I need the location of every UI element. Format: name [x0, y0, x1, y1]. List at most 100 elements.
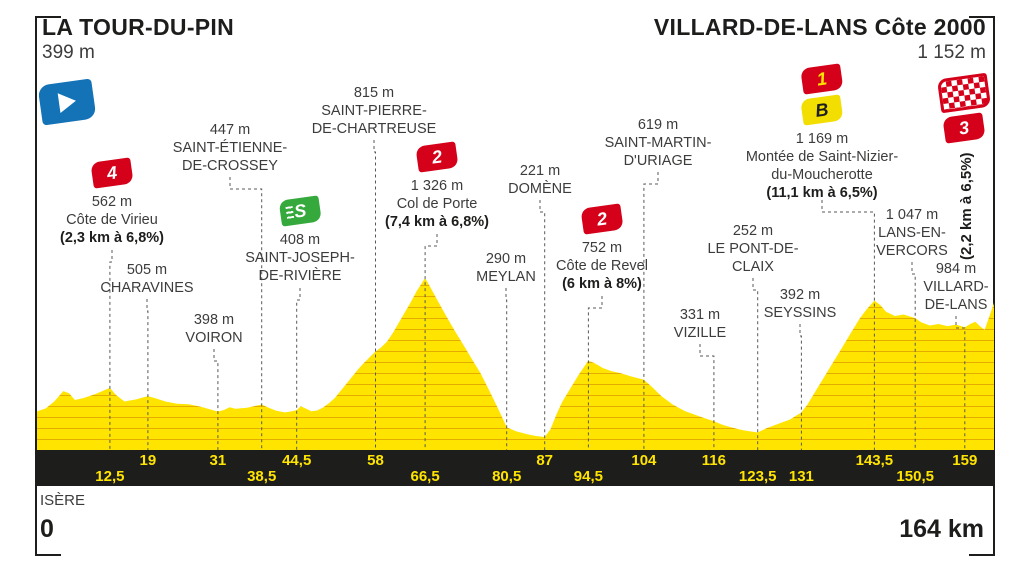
- waypoint-label: 392 m SEYSSINS: [764, 286, 837, 322]
- depart-flag-icon: [37, 78, 97, 126]
- frame-left-bottom-arm: [35, 554, 61, 556]
- waypoint-elevation: 408 m: [279, 232, 321, 248]
- km-tick-label: 12,5: [95, 468, 125, 485]
- waypoint-name: SAINT-JOSEPH-: [245, 250, 355, 266]
- leader-line: [296, 288, 301, 457]
- waypoint-badges: 2: [556, 203, 648, 235]
- waypoint-name: Côte de Virieu: [66, 212, 158, 228]
- leader-line: [799, 324, 802, 457]
- waypoint-name: Côte de Revel: [556, 258, 648, 274]
- category-2-badge: 2: [580, 203, 624, 235]
- km-tick-label: 159: [952, 452, 978, 469]
- leader-line: [424, 234, 438, 457]
- frame-right-vertical-line: [993, 16, 995, 556]
- region-label: ISÈRE: [40, 492, 86, 509]
- waypoint-name: VIZILLE: [673, 325, 727, 341]
- waypoint-elevation: 392 m: [779, 287, 821, 303]
- leader-line: [699, 344, 715, 457]
- waypoint-label: 984 m VILLARD- DE-LANS: [923, 260, 988, 314]
- waypoint-badges: S: [245, 195, 355, 227]
- waypoint-name: DE-CHARTREUSE: [311, 121, 437, 137]
- waypoint-label: 447 m SAINT-ÉTIENNE- DE-CROSSEY: [173, 121, 287, 175]
- leader-line: [539, 200, 546, 457]
- leader-line: [146, 299, 149, 457]
- waypoint-gradient: (7,4 km à 6,8%): [385, 214, 489, 230]
- waypoint-elevation: 752 m: [581, 240, 623, 256]
- frame-left-top-arm: [35, 16, 61, 18]
- leader-line: [373, 140, 376, 457]
- leader-line: [911, 262, 916, 457]
- waypoint-badges: 2: [385, 141, 489, 173]
- km-tick-label: 19: [139, 452, 157, 469]
- km-tick-label: 44,5: [282, 452, 312, 469]
- km-tick-label: 143,5: [855, 452, 894, 469]
- sprint-badge: S: [278, 195, 322, 227]
- waypoint-label: S 408 m SAINT-JOSEPH- DE-RIVIÈRE: [245, 195, 355, 285]
- frame-left-vertical-line: [35, 16, 37, 556]
- start-title: LA TOUR-DU-PIN: [42, 14, 235, 40]
- waypoint-name: Montée de Saint-Nizier-: [745, 149, 899, 165]
- finish-title: VILLARD-DE-LANS Côte 2000: [653, 14, 986, 40]
- waypoint-name: LE PONT-DE-: [707, 241, 799, 257]
- km-tick-label: 94,5: [573, 468, 603, 485]
- leader-line: [955, 316, 966, 457]
- waypoint-elevation: 1 169 m: [795, 131, 849, 147]
- category-2-badge: 2: [415, 141, 459, 173]
- waypoint-label: 398 m VOIRON: [185, 311, 242, 347]
- waypoint-elevation: 252 m: [732, 223, 774, 239]
- waypoint-name: MEYLAN: [476, 269, 536, 285]
- km-tick-label: 150,5: [896, 468, 934, 485]
- waypoint-elevation: 1 326 m: [410, 178, 464, 194]
- waypoint-elevation: 1 047 m: [885, 207, 939, 223]
- start-elevation: 399 m: [42, 42, 95, 63]
- waypoint-elevation: 619 m: [637, 117, 679, 133]
- waypoint-label: 290 m MEYLAN: [476, 250, 536, 286]
- km-tick-label: 87: [536, 452, 554, 469]
- waypoint-name: DE-LANS: [924, 297, 988, 313]
- km-tick-label: 131: [788, 468, 814, 485]
- waypoint-name: DE-RIVIÈRE: [258, 268, 342, 284]
- waypoint-name: DOMÈNE: [508, 181, 572, 197]
- waypoint-name: du-Moucherotte: [771, 167, 873, 183]
- waypoint-label: 815 m SAINT-PIERRE- DE-CHARTREUSE: [312, 84, 437, 138]
- finish-elevation: 1 152 m: [917, 42, 986, 63]
- frame-right-bottom-arm: [969, 554, 995, 556]
- km-tick-label: 116: [701, 452, 726, 469]
- km-tick-label: 38,5: [247, 468, 277, 485]
- waypoint-name: SAINT-PIERRE-: [321, 103, 427, 119]
- finish-badges: 3: [936, 72, 992, 144]
- km-tick-label: 66,5: [410, 468, 440, 485]
- km-bar: 12,5 19 31 38,5 44,5 58 66,5 80,5 87 94,5 104 116 12…: [37, 450, 994, 486]
- leader-line: [752, 278, 759, 457]
- waypoint-name: SAINT-MARTIN-: [604, 135, 712, 151]
- waypoint-label: 2 1 326 m Col de Porte (7,4 km à 6,8%): [385, 141, 489, 231]
- waypoint-label: 619 m SAINT-MARTIN- D'URIAGE: [605, 116, 712, 170]
- leader-line: [213, 349, 219, 457]
- waypoint-badges: 4: [60, 157, 164, 189]
- waypoint-name: SAINT-ÉTIENNE-: [172, 140, 288, 156]
- leader-line: [109, 250, 113, 457]
- km-tick-label: 31: [209, 452, 227, 469]
- leader-line: [643, 172, 659, 457]
- waypoint-label: 221 m DOMÈNE: [508, 162, 572, 198]
- frame-right-top-arm: [969, 16, 995, 18]
- waypoint-elevation: 505 m: [126, 262, 168, 278]
- waypoint-elevation: 331 m: [679, 307, 721, 323]
- waypoint-name: VOIRON: [185, 330, 243, 346]
- km-tick-label: 58: [367, 452, 384, 469]
- elevation-profile-area: [37, 278, 994, 452]
- waypoint-elevation: 398 m: [193, 312, 235, 328]
- waypoint-gradient: (2,3 km à 6,8%): [60, 230, 164, 246]
- bonus-badge: B: [800, 94, 844, 126]
- waypoint-gradient: (11,1 km à 6,5%): [766, 185, 878, 201]
- start-km-label: 0: [40, 515, 54, 543]
- waypoint-name: SEYSSINS: [763, 305, 837, 321]
- waypoint-elevation: 815 m: [353, 85, 395, 101]
- leader-line: [505, 288, 508, 457]
- play-triangle-icon: [57, 90, 77, 114]
- leader-line: [821, 200, 875, 457]
